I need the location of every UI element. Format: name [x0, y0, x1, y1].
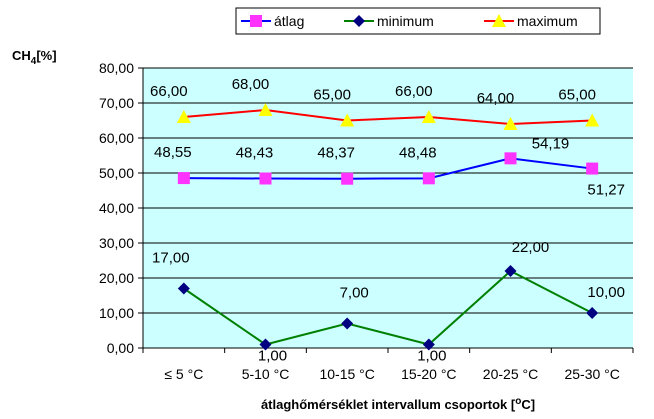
series-line-minimum — [183, 269, 593, 346]
data-point-átlag — [341, 172, 354, 185]
data-point-átlag — [586, 162, 599, 175]
y-tick-label: 10,00 — [99, 305, 134, 321]
data-point-átlag — [504, 152, 517, 165]
data-label-maximum: 65,00 — [313, 87, 351, 104]
y-tick-label: 80,00 — [99, 60, 134, 76]
x-axis-title-suffix: C] — [521, 397, 535, 412]
data-label-maximum: 66,00 — [395, 83, 433, 100]
y-tick-label: 50,00 — [99, 165, 134, 181]
data-point-minimum — [586, 307, 599, 319]
legend: átlag minimum maximum — [235, 7, 601, 35]
axes: 0,00 10,00 20,00 30,00 40,00 50,00 60,00 70,00 8… — [99, 60, 634, 382]
y-tick-label: 30,00 — [99, 235, 134, 251]
legend-label-átlag: átlag — [274, 13, 304, 29]
data-label-maximum: 66,00 — [150, 83, 188, 100]
y-tick-label: 20,00 — [99, 270, 134, 286]
legend-label-minimum: minimum — [377, 13, 434, 29]
data-label-átlag: 48,37 — [317, 145, 355, 162]
data-label-maximum: 65,00 — [558, 87, 596, 104]
data-label-átlag: 48,43 — [236, 144, 274, 161]
data-label-maximum: 68,00 — [232, 76, 270, 93]
data-point-átlag — [422, 172, 435, 185]
x-axis-title-superscript: o — [515, 396, 521, 407]
data-point-minimum — [341, 317, 354, 330]
data-label-átlag: 54,19 — [532, 135, 570, 152]
x-tick-label: 20-25 °C — [483, 366, 538, 382]
x-tick-label: 5-10 °C — [242, 366, 290, 382]
x-axis-title-main: átlaghőmérséklet intervallum csoportok [ — [261, 397, 516, 412]
y-axis-title-main: CH — [12, 48, 31, 63]
series-lines — [183, 108, 593, 346]
y-tick-label: 70,00 — [99, 95, 134, 111]
x-tick-label: 15-20 °C — [401, 366, 456, 382]
data-label-minimum: 1,00 — [417, 348, 446, 365]
series-line-átlag — [183, 157, 593, 180]
x-tick-label: ≤ 5 °C — [164, 366, 203, 382]
data-label-minimum: 10,00 — [587, 284, 625, 301]
data-label-minimum: 1,00 — [258, 348, 287, 365]
data-point-maximum — [421, 110, 436, 123]
series-markers — [176, 103, 600, 351]
data-label-minimum: 17,00 — [152, 250, 190, 267]
legend-box — [235, 7, 601, 35]
data-label-minimum: 7,00 — [340, 285, 369, 302]
data-point-minimum — [177, 282, 190, 295]
data-label-maximum: 64,00 — [477, 90, 515, 107]
y-tick-label: 60,00 — [99, 130, 134, 146]
data-label-átlag: 51,27 — [587, 182, 625, 199]
data-label-átlag: 48,48 — [399, 144, 437, 161]
x-tick-label: 25-30 °C — [564, 366, 619, 382]
data-point-maximum — [503, 117, 518, 130]
gridlines — [143, 67, 633, 314]
y-tick-label: 0,00 — [107, 340, 134, 356]
legend-label-maximum: maximum — [517, 13, 578, 29]
data-point-maximum — [258, 103, 273, 116]
data-point-maximum — [585, 113, 600, 127]
legend-marker-maximum — [492, 14, 506, 27]
data-label-átlag: 48,55 — [154, 144, 192, 161]
y-axis-title-suffix: [%] — [36, 48, 56, 63]
x-tick-label: 10-15 °C — [319, 366, 374, 382]
data-point-átlag — [259, 172, 272, 185]
y-axis-title-subscript: 4 — [31, 56, 37, 67]
data-point-maximum — [176, 110, 191, 123]
legend-marker-minimum — [353, 15, 365, 27]
data-point-minimum — [504, 265, 517, 277]
data-labels: 48,55 48,43 48,37 48,48 54,19 51,27 17,00 1,00 7… — [150, 76, 625, 365]
data-label-minimum: 22,00 — [512, 239, 550, 256]
y-axis-title: CH4[%] — [12, 48, 57, 67]
legend-marker-átlag — [250, 15, 262, 27]
x-axis-title: átlaghőmérséklet intervallum csoportok [… — [261, 396, 535, 412]
y-tick-label: 40,00 — [99, 200, 134, 216]
data-point-átlag — [177, 172, 190, 185]
data-point-minimum — [422, 338, 435, 351]
data-point-minimum — [259, 338, 272, 351]
series-line-maximum — [183, 108, 593, 126]
data-point-maximum — [340, 113, 355, 127]
